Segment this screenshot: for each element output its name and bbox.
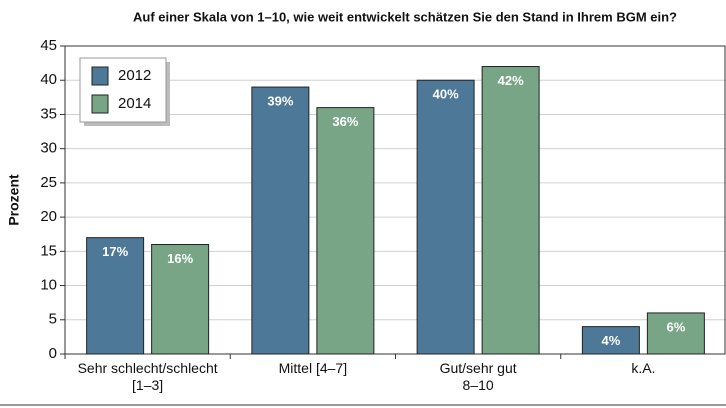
y-tick-label: 5: [49, 311, 57, 328]
value-label: 39%: [267, 94, 293, 109]
y-tick-label: 40: [40, 71, 57, 88]
chart-title: Auf einer Skala von 1–10, wie weit entwi…: [133, 9, 677, 24]
value-label: 4%: [601, 333, 620, 348]
y-axis-label: Prozent: [6, 174, 22, 226]
y-tick-label: 45: [40, 37, 57, 54]
y-tick-label: 35: [40, 105, 57, 122]
x-tick-label: Gut/sehr gut 8–10: [440, 360, 517, 393]
legend-swatch: [91, 94, 109, 114]
bar: [316, 107, 375, 355]
y-tick-label: 30: [40, 140, 57, 157]
bar: [251, 86, 310, 355]
legend-label: 2012: [118, 67, 151, 84]
value-label: 42%: [498, 73, 524, 88]
legend-swatch: [91, 66, 109, 86]
bar: [86, 237, 145, 355]
bar: [646, 312, 705, 355]
x-tick-label: Sehr schlecht/schlecht [1–3]: [78, 360, 218, 393]
bar: [481, 66, 540, 355]
bar: [581, 326, 640, 355]
y-tick-label: 0: [49, 345, 57, 362]
y-tick-label: 25: [40, 174, 57, 191]
value-label: 36%: [332, 114, 358, 129]
x-tick-label: Mittel [4–7]: [279, 360, 347, 376]
value-label: 6%: [666, 319, 685, 334]
x-tick-label: k.A.: [631, 360, 655, 376]
legend-label: 2014: [118, 95, 151, 112]
y-tick-label: 20: [40, 208, 57, 225]
value-label: 40%: [433, 87, 459, 102]
y-tick-label: 10: [40, 277, 57, 294]
bar: [416, 79, 475, 355]
value-label: 17%: [102, 244, 128, 259]
y-tick-label: 15: [40, 242, 57, 259]
bar: [151, 243, 210, 355]
value-label: 16%: [167, 251, 193, 266]
